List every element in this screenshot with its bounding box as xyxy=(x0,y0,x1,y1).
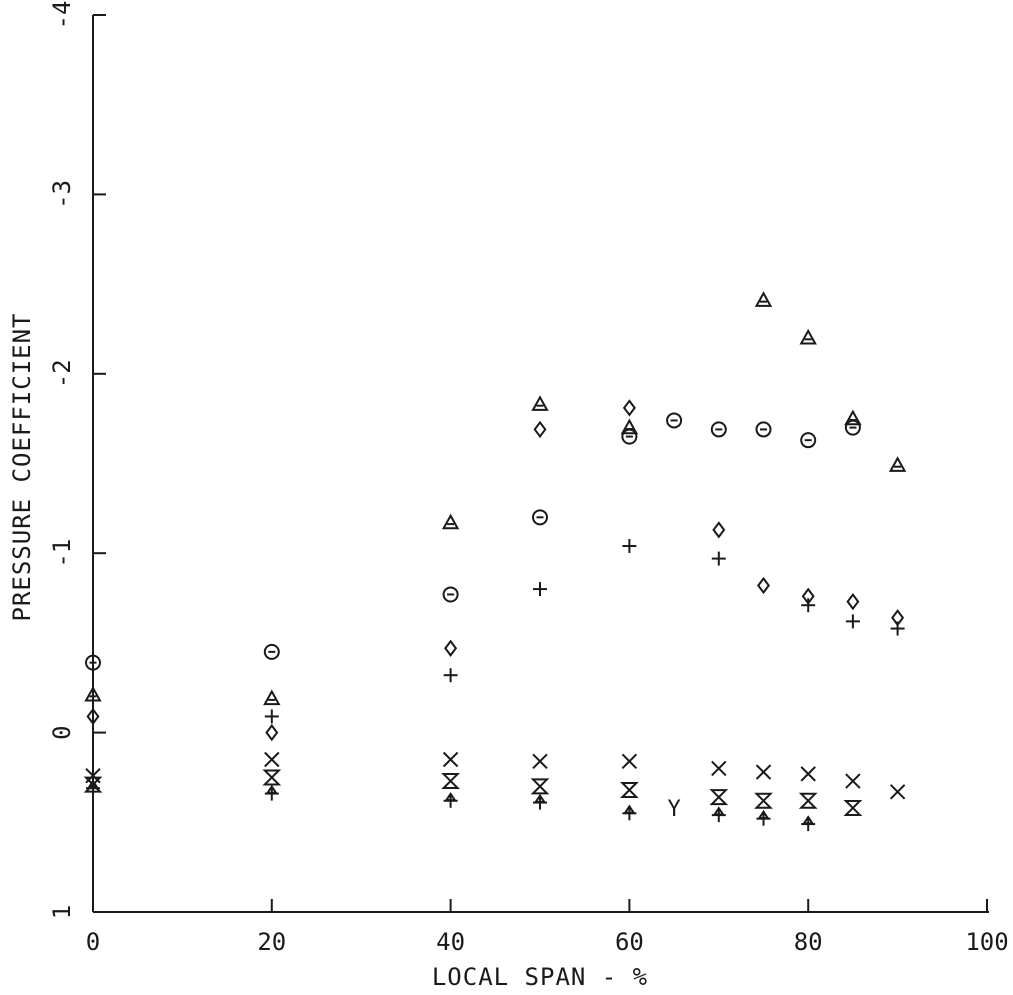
data-point-asterisk xyxy=(264,784,279,801)
y-axis-title: PRESSURE COEFFICIENT xyxy=(8,313,36,622)
data-point-diamond xyxy=(265,723,279,742)
x-ticks: 0 20 40 60 80 100 xyxy=(86,899,1009,956)
data-point-x xyxy=(711,760,727,777)
y-ticks: 1 0 -1 -2 -3 -4 xyxy=(48,1,106,919)
x-tick-label: 20 xyxy=(257,928,286,956)
data-point-x xyxy=(755,764,772,780)
data-point-plus xyxy=(801,598,816,613)
x-axis-title: LOCAL SPAN - % xyxy=(432,963,648,991)
data-point-x xyxy=(889,784,906,800)
y-tick-label: 0 xyxy=(48,725,76,739)
x-tick-label: 100 xyxy=(965,928,1008,956)
data-point-x xyxy=(532,753,548,770)
data-point-triangle xyxy=(441,513,460,530)
data-point-triangle xyxy=(263,689,281,706)
data-point-circle xyxy=(263,643,280,660)
data-point-plus xyxy=(264,709,279,724)
data-point-diamond xyxy=(757,576,770,595)
data-point-triangle xyxy=(531,395,549,411)
data-point-hourglass xyxy=(441,773,461,790)
data-point-asterisk xyxy=(443,791,458,808)
data-point-hourglass xyxy=(709,789,729,806)
data-point-hourglass xyxy=(798,792,818,809)
data-point-hourglass xyxy=(530,778,550,795)
data-point-diamond xyxy=(622,399,636,417)
data-point-diamond xyxy=(846,592,860,611)
data-point-plus xyxy=(890,621,905,636)
data-markers: Y xyxy=(83,291,907,832)
data-point-circle xyxy=(710,421,727,438)
data-point-plus xyxy=(845,614,860,629)
y-tick-label: -2 xyxy=(48,359,76,388)
data-point-plus xyxy=(443,668,458,683)
data-point-plus xyxy=(533,582,547,597)
data-point-circle xyxy=(844,419,861,436)
data-point-asterisk xyxy=(86,779,100,796)
data-point-x xyxy=(621,753,638,770)
data-point-asterisk xyxy=(711,806,726,823)
data-point-asterisk xyxy=(756,809,771,826)
data-point-hourglass xyxy=(619,782,639,799)
data-point-triangle xyxy=(799,328,817,345)
data-point-triangle xyxy=(888,456,907,472)
y-tick-label: 1 xyxy=(48,905,76,919)
data-point-circle xyxy=(442,586,459,603)
data-point-diamond xyxy=(444,639,458,657)
x-tick-label: 80 xyxy=(794,928,823,956)
data-point-asterisk xyxy=(801,815,816,832)
data-point-x xyxy=(845,773,861,789)
y-tick-label: -4 xyxy=(48,1,76,30)
y-tick-label: -1 xyxy=(48,539,76,568)
data-point-x xyxy=(442,751,459,768)
data-point-diamond xyxy=(86,707,100,726)
data-point-diamond xyxy=(533,420,547,439)
data-point-triangle xyxy=(84,685,102,702)
data-point-diamond xyxy=(712,521,726,539)
y-tick-label: -3 xyxy=(48,180,76,209)
data-point-circle xyxy=(800,432,817,449)
data-point-circle xyxy=(532,509,548,526)
x-tick-label: 40 xyxy=(436,928,465,956)
data-point-x xyxy=(800,766,816,782)
data-point-hourglass xyxy=(754,792,773,809)
data-point-Y: Y xyxy=(667,797,680,822)
data-point-asterisk xyxy=(533,793,547,810)
data-point-circle xyxy=(666,412,683,429)
data-point-asterisk xyxy=(622,804,637,821)
data-point-circle xyxy=(621,428,638,445)
x-tick-label: 0 xyxy=(86,928,100,956)
data-point-circle xyxy=(85,654,101,671)
data-point-hourglass xyxy=(843,799,863,816)
data-point-triangle xyxy=(754,291,773,307)
data-point-x xyxy=(264,751,280,768)
data-point-hourglass xyxy=(262,769,282,786)
svg-text:Y: Y xyxy=(667,797,680,822)
data-point-plus xyxy=(622,539,637,554)
x-tick-label: 60 xyxy=(615,928,644,956)
data-point-plus xyxy=(711,551,726,566)
data-point-circle xyxy=(755,421,772,438)
